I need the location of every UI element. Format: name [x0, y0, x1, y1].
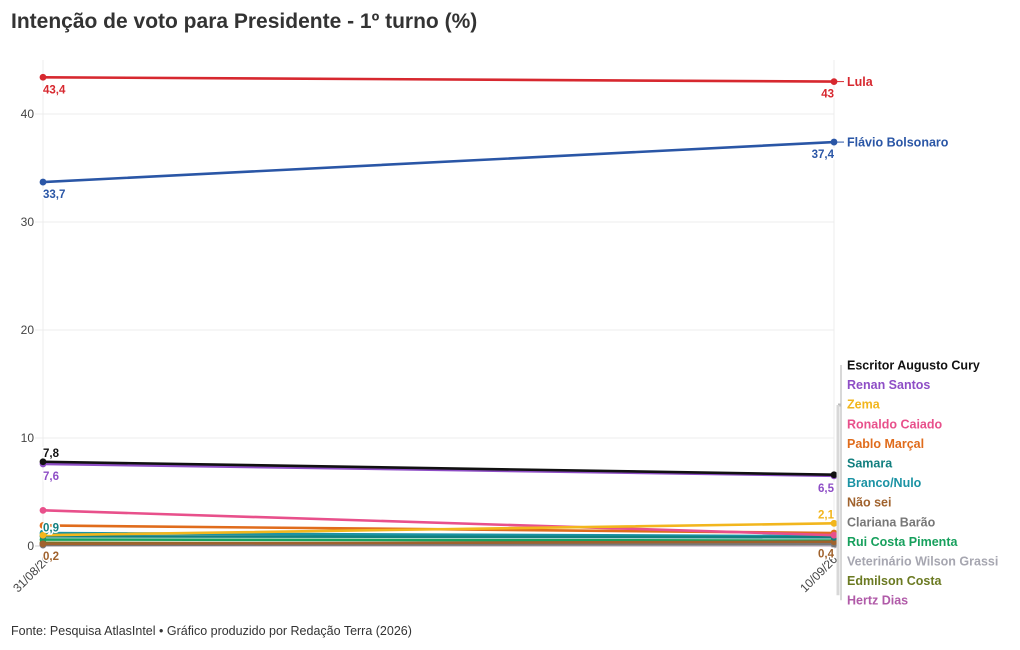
series-point [39, 522, 47, 529]
series-point [830, 519, 838, 527]
value-label: 0,4 [818, 549, 835, 561]
series-point [830, 471, 838, 479]
end-label: Flávio Bolsonaro [847, 136, 949, 150]
series-line [41, 534, 836, 539]
series-point [39, 73, 47, 81]
series-layer [39, 73, 838, 549]
value-label: 6,5 [818, 483, 835, 495]
value-label: 7,6 [43, 471, 59, 483]
value-label: 2,1 [818, 509, 835, 521]
end-label: Lula [847, 75, 874, 89]
value-label: 43,4 [43, 84, 66, 96]
end-label: Zema [847, 398, 881, 412]
end-label: Veterinário Wilson Grassi [847, 555, 998, 569]
y-tick-label: 30 [21, 215, 35, 229]
value-label: 7,8 [43, 448, 60, 460]
chart-title: Intenção de voto para Presidente - 1º tu… [11, 10, 478, 33]
series-point [39, 531, 47, 539]
end-label: Ronaldo Caiado [847, 417, 943, 431]
end-label: Clariana Barão [847, 515, 936, 529]
value-label: 33,7 [43, 189, 65, 201]
end-label-layer: Lula Flávio Bolsonaro Escritor Augusto Cur… [836, 75, 998, 608]
series-line [41, 75, 836, 83]
series-point [830, 531, 838, 539]
series-line [41, 140, 836, 184]
y-tick-label: 20 [21, 323, 35, 337]
y-tick-label: 0 [27, 539, 34, 553]
value-label: 0,2 [43, 551, 59, 563]
series-point [830, 138, 838, 146]
end-label: Branco/Nulo [847, 476, 922, 490]
end-label: Escritor Augusto Cury [847, 359, 980, 373]
y-tick-label: 10 [21, 431, 35, 445]
series-line [41, 460, 836, 477]
series-line [41, 538, 836, 542]
end-label: Pablo Marçal [847, 437, 924, 451]
end-label: Edmilson Costa [847, 574, 943, 588]
series-point [830, 78, 838, 85]
end-label: Samara [847, 457, 893, 471]
series-point [39, 178, 47, 186]
end-label: Rui Costa Pimenta [847, 535, 958, 549]
end-label: Hertz Dias [847, 594, 908, 608]
series-point [39, 540, 47, 548]
series-point [39, 458, 47, 466]
value-label: 37,4 [812, 149, 835, 161]
series-point [39, 506, 47, 514]
chart-footer: Fonte: Pesquisa AtlasIntel • Gráfico pro… [11, 624, 412, 638]
series-line [41, 540, 836, 546]
series-line [41, 522, 836, 537]
series-line [41, 509, 836, 537]
end-label: Renan Santos [847, 378, 930, 392]
y-tick-label: 40 [21, 107, 35, 121]
value-label: 0,9 [43, 522, 59, 534]
end-label: Não sei [847, 496, 891, 510]
value-label: 43 [821, 89, 834, 101]
value-label-layer: 43,4 43 33,7 37,4 7,8 7,6 6,5 2,1 0,9 0,2 0,4 [42, 83, 837, 565]
